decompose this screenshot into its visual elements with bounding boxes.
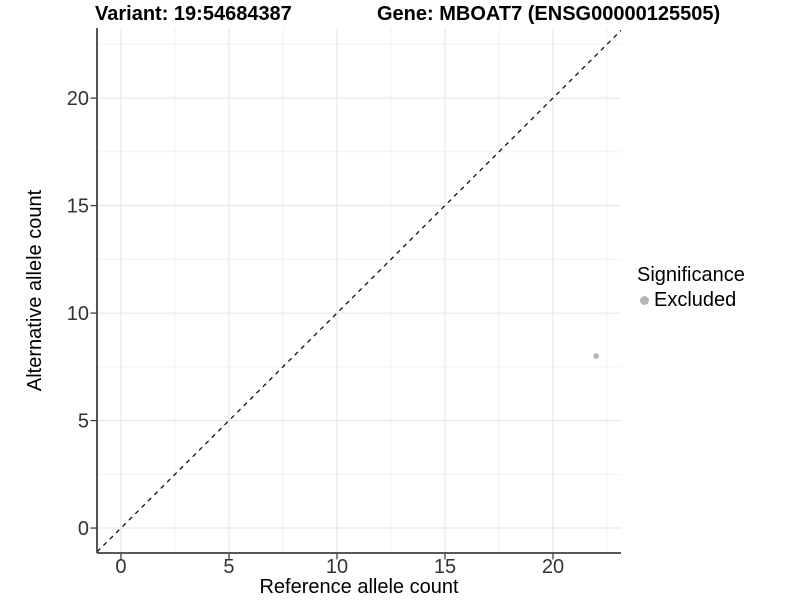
x-tick-label: 0 <box>115 556 126 578</box>
y-tick-label: 5 <box>78 411 89 433</box>
y-tick-label: 15 <box>67 196 89 218</box>
identity-line <box>96 29 622 553</box>
major-gridlines <box>97 28 621 553</box>
legend: Significance Excluded <box>637 263 745 313</box>
y-tick-label: 20 <box>67 88 89 110</box>
variant-title: Variant: 19:54684387 <box>95 3 292 25</box>
data-point <box>593 353 600 359</box>
y-axis-title: Alternative allele count <box>24 189 46 391</box>
axis-ticks <box>90 97 554 560</box>
legend-entry-label: Excluded <box>654 289 737 311</box>
x-tick-label: 10 <box>326 556 348 578</box>
x-tick-label: 20 <box>542 556 564 578</box>
data-points <box>593 353 600 359</box>
excluded-marker-icon <box>640 296 649 305</box>
identity-reference-line <box>96 29 622 553</box>
y-tick-label: 10 <box>67 303 89 325</box>
gene-title: Gene: MBOAT7 (ENSG00000125505) <box>377 3 721 25</box>
tick-labels: 0 5 10 15 20 0 5 10 15 20 <box>67 88 564 578</box>
x-tick-label: 15 <box>434 556 456 578</box>
minor-gridlines <box>97 28 621 553</box>
x-tick-label: 5 <box>223 556 234 578</box>
x-axis-title: Reference allele count <box>259 576 458 598</box>
axes <box>96 28 621 554</box>
legend-title: Significance <box>637 264 745 286</box>
legend-entry-excluded: Excluded <box>637 288 745 313</box>
y-tick-label: 0 <box>78 518 89 540</box>
